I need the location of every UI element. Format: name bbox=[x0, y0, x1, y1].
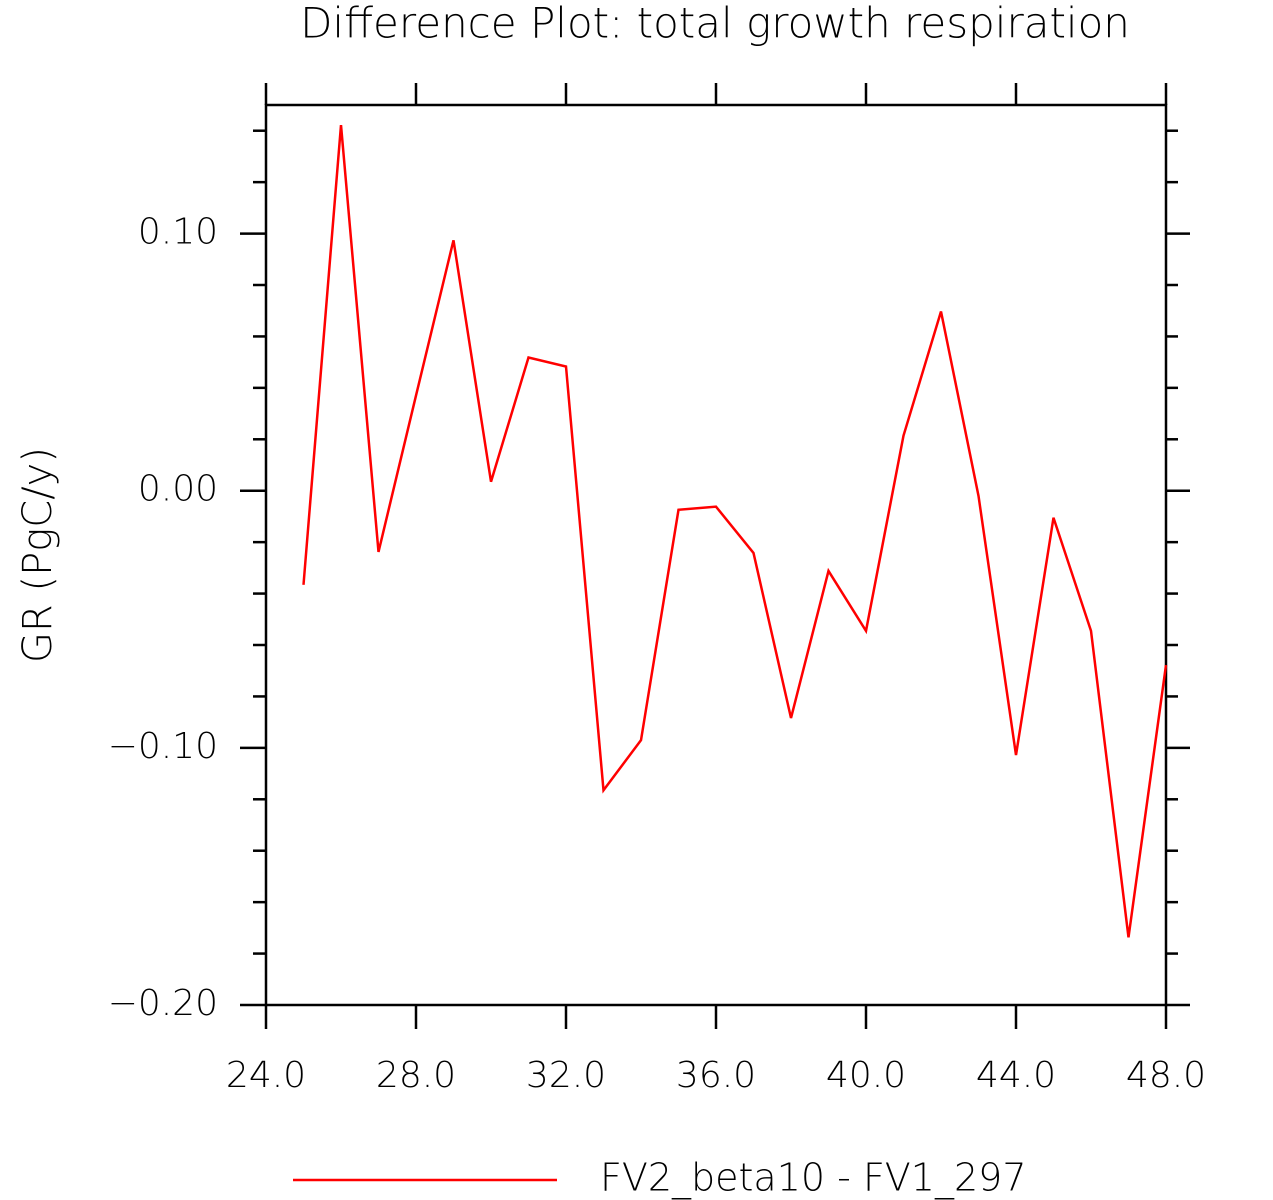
chart-title: Difference Plot: total growth respiratio… bbox=[300, 0, 1130, 48]
x-tick-label: 28.0 bbox=[376, 1055, 456, 1096]
legend-label: FV2_beta10 - FV1_297 bbox=[600, 1156, 1027, 1200]
y-axis-label: GR (PgC/y) bbox=[15, 447, 61, 663]
x-tick-label: 36.0 bbox=[676, 1055, 756, 1096]
plot-frame bbox=[264, 103, 1168, 1007]
x-tick-label: 40.0 bbox=[826, 1055, 906, 1096]
y-tick-label: −0.20 bbox=[108, 983, 218, 1024]
y-tick-label: 0.10 bbox=[138, 212, 218, 253]
y-tick-label: −0.10 bbox=[108, 726, 218, 767]
x-tick-label: 32.0 bbox=[526, 1055, 606, 1096]
data-line bbox=[302, 124, 1168, 938]
x-tick-label: 44.0 bbox=[976, 1055, 1056, 1096]
y-tick-label: 0.00 bbox=[138, 469, 218, 510]
x-tick-label: 48.0 bbox=[1126, 1055, 1206, 1096]
x-tick-label: 24.0 bbox=[226, 1055, 306, 1096]
